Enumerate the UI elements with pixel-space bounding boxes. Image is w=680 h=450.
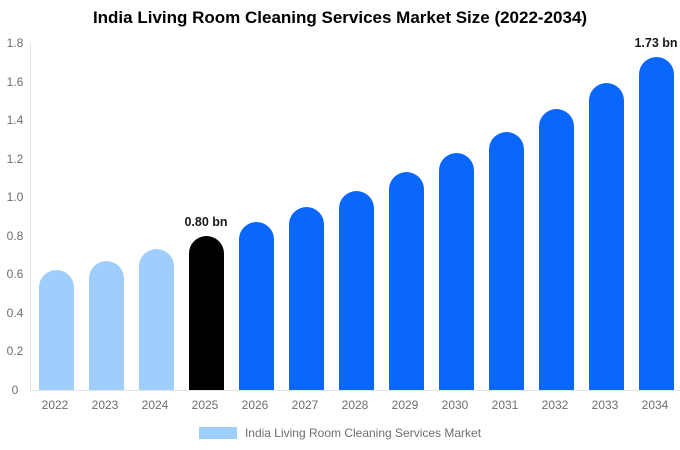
x-tick-label-2022: 2022 [41, 398, 69, 412]
y-tick-label-1.6: 1.6 [6, 74, 24, 89]
y-tick-label-0.6: 0.6 [6, 267, 24, 282]
bar-2024[interactable] [138, 249, 174, 390]
bar-2028[interactable] [338, 191, 374, 390]
bar-2023[interactable] [88, 260, 124, 390]
legend-label: India Living Room Cleaning Services Mark… [244, 426, 482, 440]
x-tick-label-2030: 2030 [441, 398, 469, 412]
y-tick-label-0.8: 0.8 [6, 228, 24, 243]
plot-area: 0.80 bn 1.73 bn [30, 36, 680, 391]
x-tick-label-2028: 2028 [341, 398, 369, 412]
bar-2029[interactable] [388, 172, 424, 390]
y-tick-label-1.0: 1.0 [6, 190, 24, 205]
x-tick-label-2023: 2023 [91, 398, 119, 412]
y-tick-label-1.4: 1.4 [6, 113, 24, 128]
y-tick-label-0.2: 0.2 [6, 344, 24, 359]
bar-2033[interactable] [588, 83, 624, 390]
bar-2031[interactable] [488, 131, 524, 390]
y-tick-label-1.2: 1.2 [6, 151, 24, 166]
bar-2032[interactable] [538, 108, 574, 390]
bar-2027[interactable] [288, 206, 324, 390]
bar-2026[interactable] [238, 222, 274, 390]
x-tick-label-2025: 2025 [191, 398, 219, 412]
bar-2022[interactable] [38, 270, 74, 390]
x-tick-label-2026: 2026 [241, 398, 269, 412]
value-label-2025: 0.80 bn [184, 214, 228, 229]
x-tick-label-2032: 2032 [541, 398, 569, 412]
bar-2025[interactable] [188, 235, 224, 390]
y-tick-label-0.4: 0.4 [6, 305, 24, 320]
legend-swatch-icon [198, 427, 237, 439]
x-tick-label-2033: 2033 [591, 398, 619, 412]
y-tick-label-1.8: 1.8 [6, 36, 24, 50]
value-label-2034: 1.73 bn [634, 35, 678, 50]
x-tick-label-2034: 2034 [641, 398, 669, 412]
bar-2030[interactable] [438, 152, 474, 390]
y-tick-label-0: 0 [11, 383, 19, 397]
legend-item[interactable]: India Living Room Cleaning Services Mark… [0, 426, 680, 440]
chart-title: India Living Room Cleaning Services Mark… [92, 8, 588, 27]
x-tick-label-2027: 2027 [291, 398, 319, 412]
bar-2034[interactable] [638, 56, 674, 390]
x-tick-label-2031: 2031 [491, 398, 519, 412]
x-tick-label-2024: 2024 [141, 398, 169, 412]
x-tick-label-2029: 2029 [391, 398, 419, 412]
